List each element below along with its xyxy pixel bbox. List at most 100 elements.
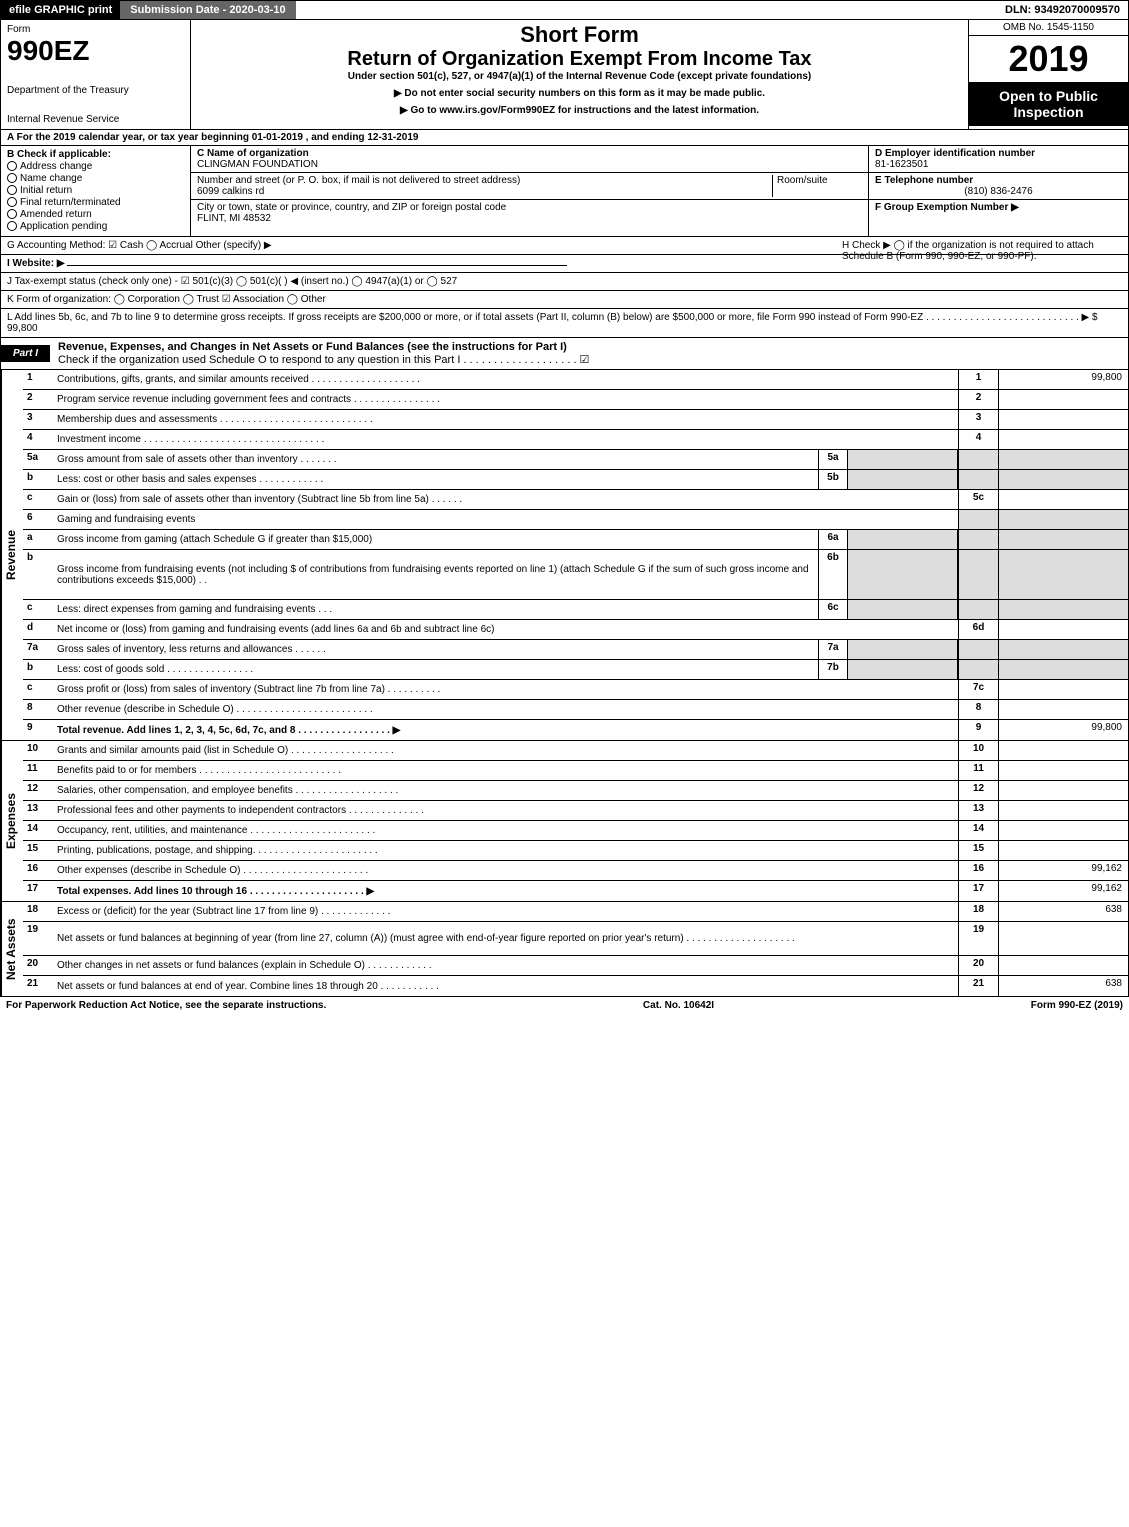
line-19: 19Net assets or fund balances at beginni… xyxy=(23,922,1128,956)
line-6b: bGross income from fundraising events (n… xyxy=(23,550,1128,600)
line-8: 8Other revenue (describe in Schedule O) … xyxy=(23,700,1128,720)
line-6a-value xyxy=(848,530,958,549)
line-5c-value xyxy=(998,490,1128,509)
page-footer: For Paperwork Reduction Act Notice, see … xyxy=(0,997,1129,1014)
line-8-value xyxy=(998,700,1128,719)
line-7b: bLess: cost of goods sold . . . . . . . … xyxy=(23,660,1128,680)
short-form-title: Short Form xyxy=(197,22,962,48)
line-7a-value xyxy=(848,640,958,659)
line-17-value: 99,162 xyxy=(998,881,1128,901)
line-1: 1Contributions, gifts, grants, and simil… xyxy=(23,370,1128,390)
line-5a: 5aGross amount from sale of assets other… xyxy=(23,450,1128,470)
section-b: B Check if applicable: Address change Na… xyxy=(1,146,191,236)
entity-block: B Check if applicable: Address change Na… xyxy=(0,146,1129,237)
line-11-value xyxy=(998,761,1128,780)
netassets-section: Net Assets 18Excess or (deficit) for the… xyxy=(0,902,1129,997)
f-label: F Group Exemption Number ▶ xyxy=(875,202,1019,213)
section-k: K Form of organization: ◯ Corporation ◯ … xyxy=(0,291,1129,309)
line-9: 9Total revenue. Add lines 1, 2, 3, 4, 5c… xyxy=(23,720,1128,740)
b-name-change[interactable]: Name change xyxy=(7,173,184,184)
section-j: J Tax-exempt status (check only one) - ☑… xyxy=(0,273,1129,291)
e-label: E Telephone number xyxy=(875,175,973,186)
line-6d: dNet income or (loss) from gaming and fu… xyxy=(23,620,1128,640)
line-6d-value xyxy=(998,620,1128,639)
b-amended-return[interactable]: Amended return xyxy=(7,209,184,220)
b-address-change[interactable]: Address change xyxy=(7,161,184,172)
line-18: 18Excess or (deficit) for the year (Subt… xyxy=(23,902,1128,922)
revenue-sidelabel: Revenue xyxy=(1,370,23,740)
line-5a-value xyxy=(848,450,958,469)
part1-header: Part I Revenue, Expenses, and Changes in… xyxy=(0,338,1129,370)
line-9-value: 99,800 xyxy=(998,720,1128,740)
dln: DLN: 93492070009570 xyxy=(997,1,1128,19)
line-1-value: 99,800 xyxy=(998,370,1128,389)
line-4-value xyxy=(998,430,1128,449)
c-addr-label: Number and street (or P. O. box, if mail… xyxy=(197,175,520,186)
line-6b-value xyxy=(848,550,958,599)
section-c: C Name of organization CLINGMAN FOUNDATI… xyxy=(191,146,868,236)
form-number: 990EZ xyxy=(7,35,184,67)
section-g: G Accounting Method: ☑ Cash ◯ Accrual Ot… xyxy=(0,237,1129,255)
line-6a: aGross income from gaming (attach Schedu… xyxy=(23,530,1128,550)
line-19-value xyxy=(998,922,1128,955)
b-application-pending[interactable]: Application pending xyxy=(7,221,184,232)
efile-label[interactable]: efile GRAPHIC print xyxy=(1,1,120,19)
line-10-value xyxy=(998,741,1128,760)
line-3-value xyxy=(998,410,1128,429)
form-ref: Form 990-EZ (2019) xyxy=(1031,1000,1123,1011)
line-15: 15Printing, publications, postage, and s… xyxy=(23,841,1128,861)
line-12-value xyxy=(998,781,1128,800)
return-title: Return of Organization Exempt From Incom… xyxy=(197,48,962,71)
d-label: D Employer identification number xyxy=(875,148,1035,159)
part1-title: Revenue, Expenses, and Changes in Net As… xyxy=(58,341,567,353)
under-section: Under section 501(c), 527, or 4947(a)(1)… xyxy=(197,71,962,82)
line-6c: cLess: direct expenses from gaming and f… xyxy=(23,600,1128,620)
line-13-value xyxy=(998,801,1128,820)
line-14-value xyxy=(998,821,1128,840)
paperwork-notice: For Paperwork Reduction Act Notice, see … xyxy=(6,1000,326,1011)
line-7c: cGross profit or (loss) from sales of in… xyxy=(23,680,1128,700)
omb-number: OMB No. 1545-1150 xyxy=(969,20,1128,36)
line-16-value: 99,162 xyxy=(998,861,1128,880)
netassets-sidelabel: Net Assets xyxy=(1,902,23,996)
ein: 81-1623501 xyxy=(875,159,928,170)
b-final-return[interactable]: Final return/terminated xyxy=(7,197,184,208)
section-def: D Employer identification number 81-1623… xyxy=(868,146,1128,236)
open-public: Open to Public Inspection xyxy=(969,82,1128,126)
website: I Website: ▶ xyxy=(7,258,65,269)
top-bar: efile GRAPHIC print Submission Date - 20… xyxy=(0,0,1129,20)
goto-link[interactable]: ▶ Go to www.irs.gov/Form990EZ for instru… xyxy=(197,105,962,116)
dept-treasury: Department of the Treasury xyxy=(7,85,184,96)
line-13: 13Professional fees and other payments t… xyxy=(23,801,1128,821)
line-16: 16Other expenses (describe in Schedule O… xyxy=(23,861,1128,881)
c-name-label: C Name of organization xyxy=(197,148,309,159)
part1-tab: Part I xyxy=(1,345,50,362)
org-city: FLINT, MI 48532 xyxy=(197,213,271,224)
line-21: 21Net assets or fund balances at end of … xyxy=(23,976,1128,996)
line-6: 6Gaming and fundraising events xyxy=(23,510,1128,530)
section-l: L Add lines 5b, 6c, and 7b to line 9 to … xyxy=(0,309,1129,338)
room-suite-label: Room/suite xyxy=(777,175,828,186)
b-initial-return[interactable]: Initial return xyxy=(7,185,184,196)
form-header: Form 990EZ Department of the Treasury In… xyxy=(0,20,1129,130)
expenses-section: Expenses 10Grants and similar amounts pa… xyxy=(0,741,1129,902)
submission-date: Submission Date - 2020-03-10 xyxy=(120,1,295,19)
line-10: 10Grants and similar amounts paid (list … xyxy=(23,741,1128,761)
ssn-note: ▶ Do not enter social security numbers o… xyxy=(197,88,962,99)
line-6c-value xyxy=(848,600,958,619)
line-5b-value xyxy=(848,470,958,489)
line-14: 14Occupancy, rent, utilities, and mainte… xyxy=(23,821,1128,841)
line-7a: 7aGross sales of inventory, less returns… xyxy=(23,640,1128,660)
cat-no: Cat. No. 10642I xyxy=(326,1000,1030,1011)
phone: (810) 836-2476 xyxy=(875,186,1122,197)
line-7b-value xyxy=(848,660,958,679)
line-17: 17Total expenses. Add lines 10 through 1… xyxy=(23,881,1128,901)
line-2: 2Program service revenue including gover… xyxy=(23,390,1128,410)
line-5b: bLess: cost or other basis and sales exp… xyxy=(23,470,1128,490)
line-18-value: 638 xyxy=(998,902,1128,921)
line-4: 4Investment income . . . . . . . . . . .… xyxy=(23,430,1128,450)
c-city-label: City or town, state or province, country… xyxy=(197,202,506,213)
section-i: I Website: ▶ xyxy=(0,255,1129,273)
org-address: 6099 calkins rd xyxy=(197,186,264,197)
line-20-value xyxy=(998,956,1128,975)
